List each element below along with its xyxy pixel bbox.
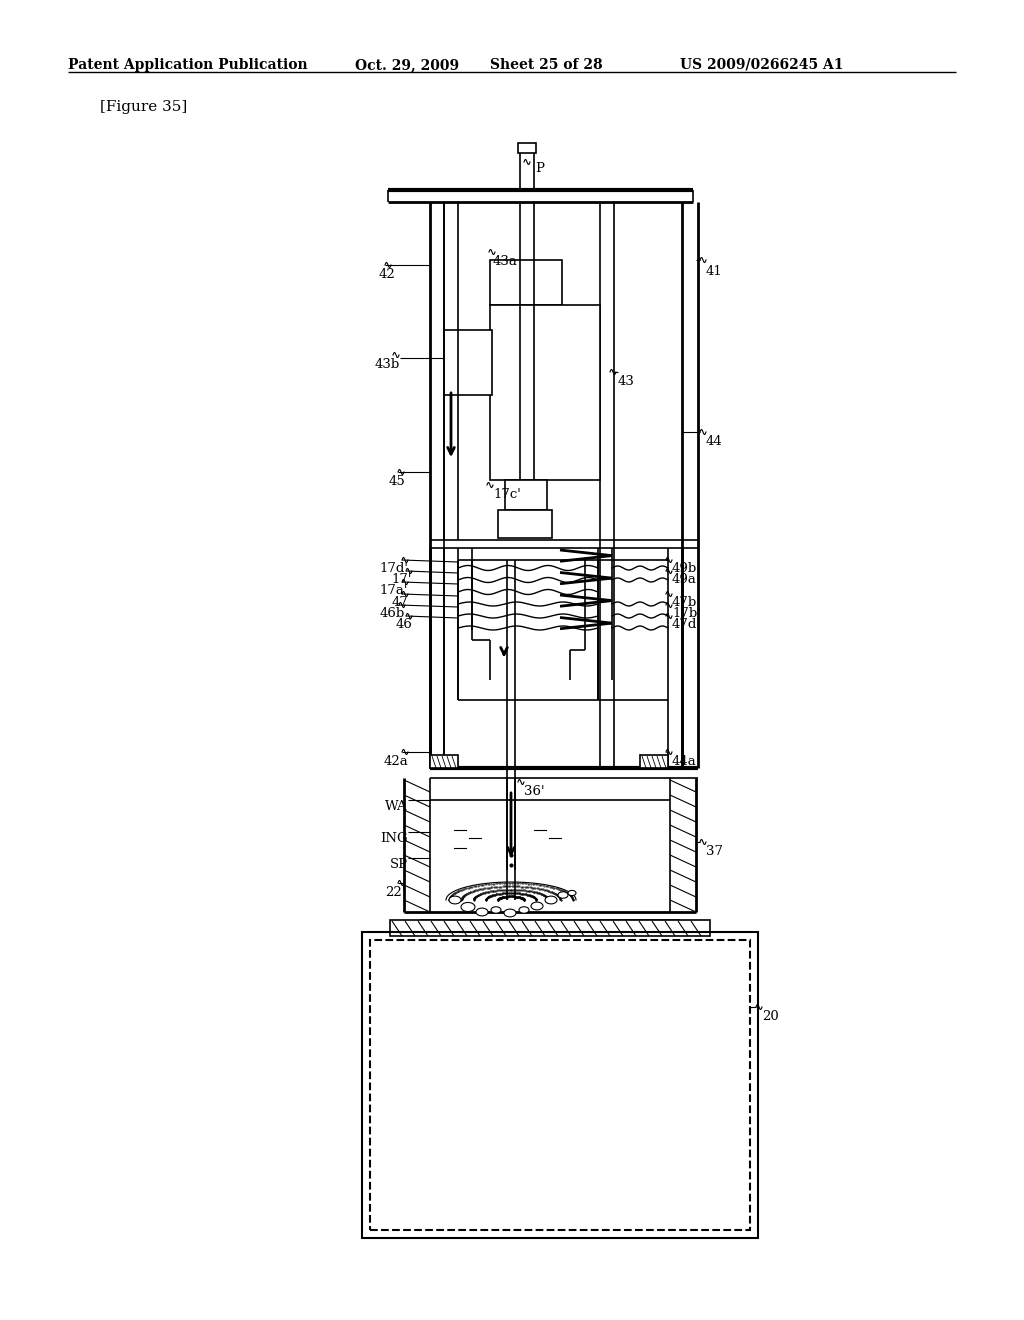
Ellipse shape <box>490 907 501 913</box>
Text: 43a: 43a <box>493 255 518 268</box>
Text: Sheet 25 of 28: Sheet 25 of 28 <box>490 58 603 73</box>
Text: 46b: 46b <box>380 607 406 620</box>
Ellipse shape <box>476 908 488 916</box>
Text: 46: 46 <box>395 618 412 631</box>
Text: [Figure 35]: [Figure 35] <box>100 100 187 114</box>
Bar <box>390 920 710 936</box>
Bar <box>498 510 552 539</box>
Text: 47: 47 <box>391 597 408 609</box>
Bar <box>505 480 547 510</box>
Text: ING: ING <box>380 832 408 845</box>
Bar <box>370 940 750 1230</box>
Bar <box>444 330 492 395</box>
Text: 43: 43 <box>618 375 635 388</box>
Text: 17a': 17a' <box>380 583 408 597</box>
Text: 22': 22' <box>385 886 406 899</box>
Text: 45: 45 <box>388 475 406 488</box>
Text: SP: SP <box>390 858 408 871</box>
Text: 20: 20 <box>762 1010 778 1023</box>
Text: 42: 42 <box>378 268 395 281</box>
Text: 42a: 42a <box>383 755 408 768</box>
Text: 47b: 47b <box>672 597 697 609</box>
Text: 36': 36' <box>524 785 545 799</box>
Text: Patent Application Publication: Patent Application Publication <box>68 58 307 73</box>
Ellipse shape <box>449 896 461 904</box>
Text: WA: WA <box>385 800 408 813</box>
Bar <box>362 932 758 1238</box>
Bar <box>490 305 600 480</box>
Text: 17c': 17c' <box>493 488 521 502</box>
Bar <box>490 260 562 305</box>
Text: 49b: 49b <box>672 562 697 576</box>
Text: US 2009/0266245 A1: US 2009/0266245 A1 <box>680 58 844 73</box>
Text: 17b': 17b' <box>672 607 700 620</box>
Ellipse shape <box>461 903 475 912</box>
Ellipse shape <box>558 892 568 898</box>
Text: Oct. 29, 2009: Oct. 29, 2009 <box>355 58 459 73</box>
Bar <box>430 755 458 768</box>
Text: 37: 37 <box>706 845 723 858</box>
Ellipse shape <box>531 902 543 909</box>
Ellipse shape <box>519 907 529 913</box>
Text: 44: 44 <box>706 436 723 447</box>
Text: 47d: 47d <box>672 618 697 631</box>
Text: 17d': 17d' <box>379 562 408 576</box>
Text: 43b: 43b <box>375 358 400 371</box>
Text: 17': 17' <box>391 573 412 586</box>
Bar <box>640 755 668 768</box>
Text: 44a: 44a <box>672 755 696 768</box>
Ellipse shape <box>545 896 557 904</box>
Text: 41: 41 <box>706 265 723 279</box>
Ellipse shape <box>568 891 575 895</box>
Text: 49a: 49a <box>672 573 697 586</box>
Text: P: P <box>535 162 544 176</box>
Ellipse shape <box>504 909 516 917</box>
Bar <box>518 143 536 153</box>
